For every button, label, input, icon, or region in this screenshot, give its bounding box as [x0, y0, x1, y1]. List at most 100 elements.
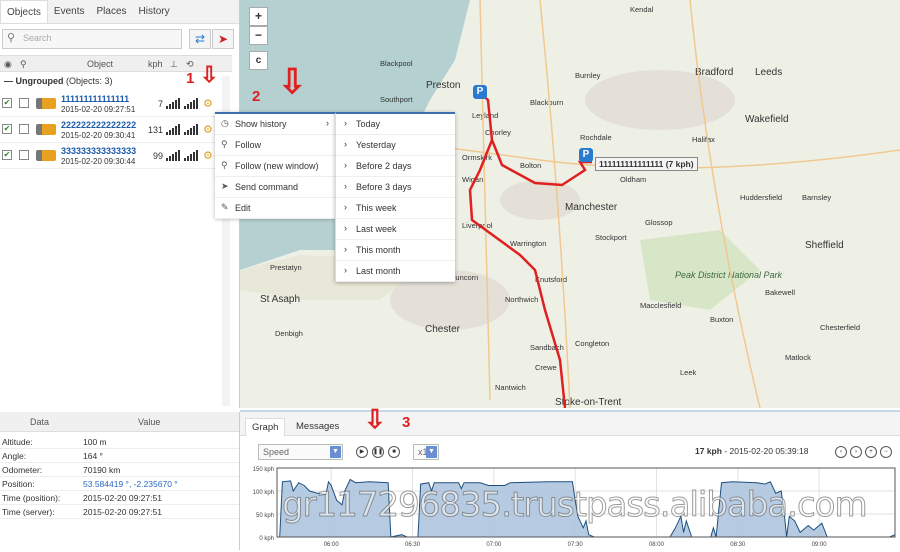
previous-button[interactable]: ‹ [835, 446, 847, 458]
follow-checkbox[interactable] [19, 150, 29, 160]
place-label: Ormskirk [462, 153, 492, 162]
tab-places[interactable]: Places [96, 6, 127, 17]
submenu-item[interactable]: › Before 3 days [336, 177, 455, 198]
submenu-item[interactable]: › Last week [336, 219, 455, 240]
zoom-in-button[interactable]: + [249, 7, 268, 26]
road [539, 0, 571, 408]
speed-chart[interactable]: 150 kph 100 kph 50 kph 0 kph 06:00 06:30 07:00… [240, 462, 900, 552]
place-label: Buxton [710, 315, 733, 324]
urban-area [390, 270, 510, 330]
place-label: Kendal [630, 5, 654, 14]
settings-gear-icon[interactable]: ⚙ [203, 150, 213, 162]
place-label: St Asaph [260, 294, 300, 305]
speed-area [279, 479, 895, 537]
menu-item[interactable]: ◷ Show history › [215, 114, 335, 135]
data-label: Position: [2, 479, 35, 489]
speed-point [303, 485, 305, 486]
objects-scrollbar[interactable] [222, 76, 230, 406]
submenu-item[interactable]: › Today [336, 114, 455, 135]
play-button[interactable]: ▶ [356, 446, 368, 458]
menu-item[interactable]: ⚲ Follow (new window) [215, 156, 335, 177]
speed-multiplier-select[interactable]: x1 ▼ [413, 444, 439, 460]
stop-button[interactable]: ■ [388, 446, 400, 458]
object-row[interactable]: ✔ 111111111111111 2015-02-20 09:27:51 7 … [0, 91, 232, 117]
road [689, 0, 761, 408]
collapse-icon[interactable]: — [4, 76, 16, 86]
submenu-item[interactable]: › This week [336, 198, 455, 219]
object-name[interactable]: 333333333333333 [61, 146, 137, 156]
submenu-item[interactable]: › Before 2 days [336, 156, 455, 177]
multiplier-value: x1 [418, 447, 428, 457]
object-row[interactable]: ✔ 222222222222222 2015-02-20 09:30:41 13… [0, 117, 232, 143]
zoom-in-graph-button[interactable]: + [865, 446, 877, 458]
speed-point [572, 481, 573, 483]
sensor-select[interactable]: Speed ▼ [258, 444, 343, 460]
object-name[interactable]: 222222222222222 [61, 120, 137, 130]
parking-marker[interactable]: P [473, 85, 487, 99]
search-icon: ⚲ [221, 160, 228, 170]
menu-item[interactable]: ✎ Edit [215, 198, 335, 219]
speed-point [355, 482, 357, 484]
tab-history[interactable]: History [138, 6, 170, 17]
speed-point [401, 534, 403, 536]
data-header: Data Value [0, 412, 239, 432]
y-tick-label: 50 kph [256, 513, 274, 519]
place-label: Crewe [535, 363, 557, 372]
speed-point [325, 494, 327, 496]
annotation-2: 2 [252, 88, 261, 105]
object-name[interactable]: 111111111111111 [61, 94, 130, 104]
place-label: Bakewell [765, 288, 795, 297]
speed-point [387, 482, 389, 484]
tab-objects[interactable]: Objects [0, 0, 48, 23]
parking-marker[interactable]: P [579, 148, 593, 162]
place-label: Liverpool [462, 221, 493, 230]
data-row: Altitude: 100 m [0, 435, 239, 449]
speed-point [309, 490, 310, 492]
group-header[interactable]: — Ungrouped (Objects: 3) [4, 76, 113, 86]
zoom-out-button[interactable]: − [249, 26, 268, 45]
pause-button[interactable]: ❚❚ [372, 446, 384, 458]
road [479, 0, 491, 401]
refresh-button[interactable]: ⇄ [189, 29, 211, 49]
visible-checkbox[interactable]: ✔ [2, 150, 12, 160]
x-tick-label: 07:00 [486, 542, 502, 548]
submenu-item[interactable]: › Last month [336, 261, 455, 282]
submenu-item[interactable]: › Yesterday [336, 135, 455, 156]
add-object-button[interactable]: ➤ [212, 29, 234, 49]
submenu-item[interactable]: › This month [336, 240, 455, 261]
speed-point [764, 483, 766, 485]
chevron-right-icon: › [344, 181, 347, 191]
follow-checkbox[interactable] [19, 124, 29, 134]
object-row[interactable]: ✔ 333333333333333 2015-02-20 09:30:44 99… [0, 143, 232, 169]
search-col-icon[interactable]: ⚲ [20, 59, 27, 69]
visible-checkbox[interactable]: ✔ [2, 124, 12, 134]
follow-checkbox[interactable] [19, 98, 29, 108]
next-button[interactable]: › [850, 446, 862, 458]
eye-icon[interactable]: ◉ [4, 59, 12, 69]
column-kph[interactable]: kph [148, 59, 163, 69]
tab-graph[interactable]: Graph [245, 418, 286, 436]
menu-item[interactable]: ➤ Send command [215, 177, 335, 198]
send-icon: ➤ [221, 181, 229, 191]
zoom-out-graph-button[interactable]: − [880, 446, 892, 458]
data-value[interactable]: 53.584419 °, -2.235670 ° [83, 479, 178, 489]
speed-point [582, 527, 584, 529]
column-object[interactable]: Object [87, 59, 114, 69]
place-label: Runcorn [450, 273, 478, 282]
tab-events[interactable]: Events [53, 6, 85, 17]
search-input[interactable]: Search [2, 29, 182, 49]
tab-messages[interactable]: Messages [296, 421, 340, 432]
place-label: Preston [426, 80, 460, 91]
speed-point [769, 481, 771, 483]
settings-gear-icon[interactable]: ⚙ [203, 124, 213, 136]
submenu-item-label: This week [356, 203, 397, 213]
signal-icon [184, 150, 200, 161]
settings-gear-icon[interactable]: ⚙ [203, 98, 213, 110]
place-label: Barnsley [802, 193, 831, 202]
c-button[interactable]: c [249, 51, 268, 70]
menu-item[interactable]: ⚲ Follow [215, 135, 335, 156]
menu-item-label: Show history [235, 119, 287, 129]
visible-checkbox[interactable]: ✔ [2, 98, 12, 108]
chevron-down-icon: ▼ [426, 446, 437, 458]
speed-point [420, 483, 422, 485]
